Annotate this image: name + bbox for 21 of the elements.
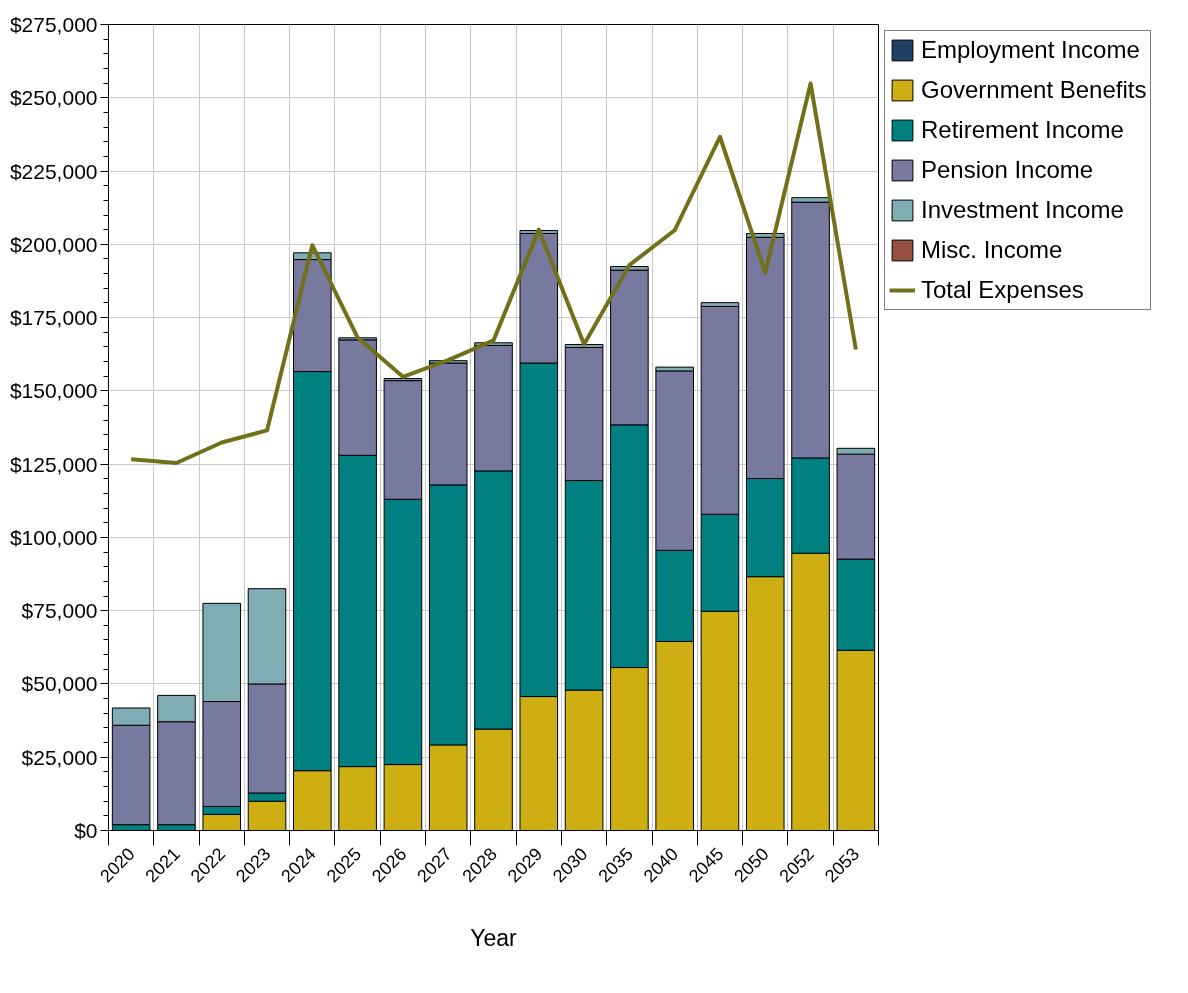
line-series <box>129 81 858 465</box>
legend-label: Total Expenses <box>921 275 1084 305</box>
y-tick-label: $250,000 <box>9 86 98 110</box>
y-tick-label: $125,000 <box>9 452 98 476</box>
y-tick-label: $200,000 <box>9 232 98 256</box>
legend-label: Retirement Income <box>921 115 1124 145</box>
y-tick-label: $75,000 <box>21 599 98 623</box>
y-tick-label: $275,000 <box>9 13 98 36</box>
legend-label: Misc. Income <box>921 235 1063 265</box>
y-tick-label: $175,000 <box>9 306 98 330</box>
legend-label: Government Benefits <box>921 75 1147 105</box>
legend-label: Pension Income <box>921 155 1094 185</box>
y-tick-label: $25,000 <box>21 745 98 769</box>
x-axis-title: Year <box>470 925 518 952</box>
y-tick-label: $50,000 <box>21 672 98 696</box>
y-tick-label: $100,000 <box>9 525 98 549</box>
y-tick-label: $150,000 <box>9 379 98 403</box>
legend-label: Employment Income <box>921 35 1140 65</box>
y-tick-label: $0 <box>74 819 98 842</box>
y-tick-label: $225,000 <box>9 159 98 183</box>
legend-label: Investment Income <box>921 195 1124 225</box>
